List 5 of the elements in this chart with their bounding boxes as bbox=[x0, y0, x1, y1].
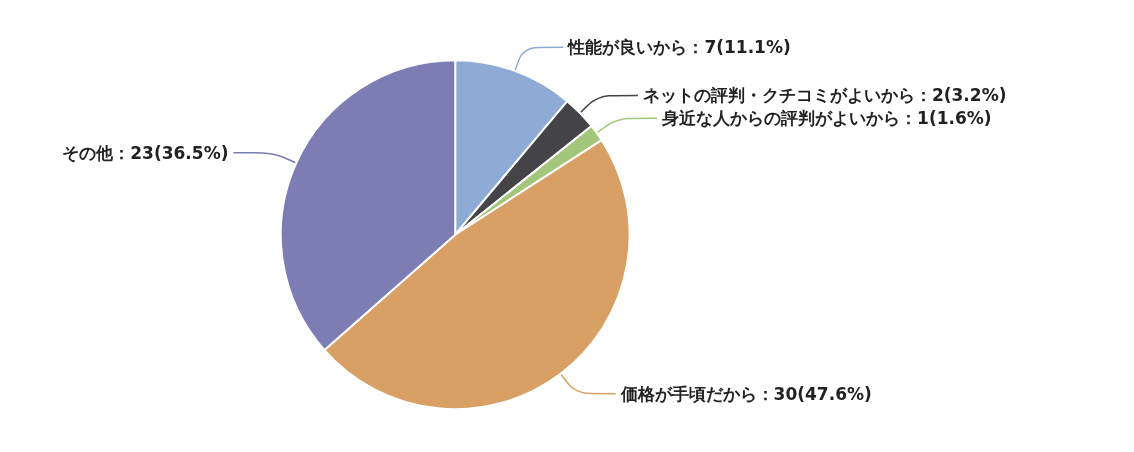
slice-label: 性能が良いから：7(11.1%) bbox=[567, 37, 791, 58]
slice-label: 身近な人からの評判がよいから：1(1.6%) bbox=[661, 108, 992, 129]
slice-label: ネットの評判・クチコミがよいから：2(3.2%) bbox=[642, 85, 1007, 106]
slice-label: その他：23(36.5%) bbox=[62, 142, 229, 163]
slice-label: 価格が手頃だから：30(47.6%) bbox=[619, 383, 872, 404]
